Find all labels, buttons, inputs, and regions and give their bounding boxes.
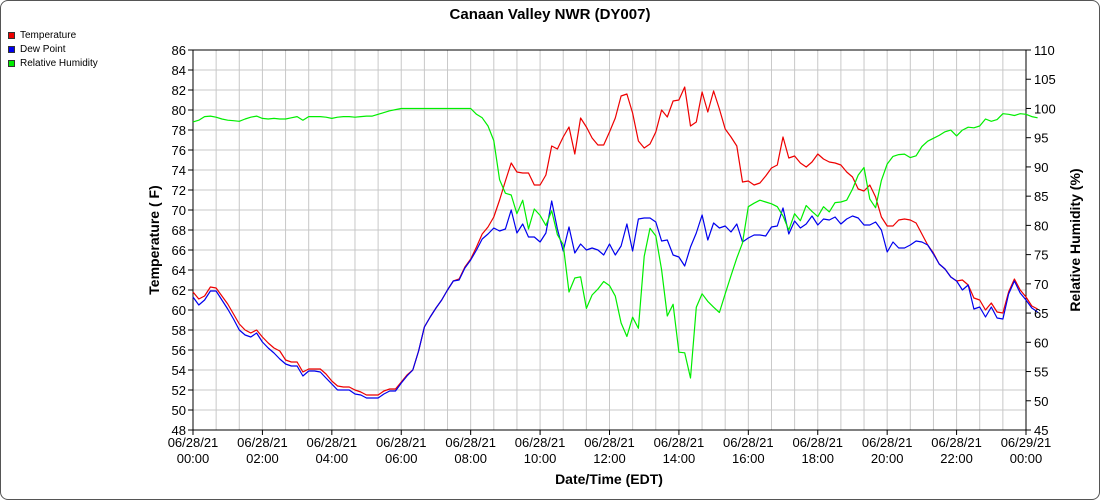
right-tick-label: 95 [1034, 131, 1048, 146]
x-tick-date: 06/29/21 [1001, 435, 1052, 450]
legend-swatch-dew-point [8, 45, 15, 53]
left-tick-label: 78 [172, 123, 186, 138]
x-tick-time: 00:00 [1010, 451, 1043, 466]
series-lines [192, 86, 1038, 399]
right-tick-label: 90 [1034, 160, 1048, 175]
legend-item-relative-humidity: Relative Humidity [8, 56, 98, 70]
x-tick-date: 06/28/21 [862, 435, 913, 450]
left-tick-label: 48 [172, 423, 186, 438]
x-tick-date: 06/28/21 [515, 435, 566, 450]
left-tick-label: 50 [172, 403, 186, 418]
x-tick-time: 12:00 [593, 451, 626, 466]
left-tick-label: 82 [172, 83, 186, 98]
legend-swatch-temperature [8, 31, 15, 39]
right-axis-ticks: 45 50 55 60 65 70 75 80 85 90 95 100 105 110 [1026, 43, 1056, 438]
left-tick-label: 68 [172, 223, 186, 238]
left-tick-label: 70 [172, 203, 186, 218]
x-tick-time: 04:00 [316, 451, 349, 466]
left-tick-label: 58 [172, 323, 186, 338]
left-tick-label: 66 [172, 243, 186, 258]
right-tick-label: 60 [1034, 335, 1048, 350]
left-axis-label: Temperature ( F) [146, 185, 162, 294]
legend-swatch-relative-humidity [8, 59, 15, 67]
dew-point-line [192, 200, 1038, 399]
left-tick-label: 84 [172, 63, 186, 78]
right-tick-label: 70 [1034, 277, 1048, 292]
right-tick-label: 55 [1034, 365, 1048, 380]
relative-humidity-line [192, 107, 1038, 379]
right-tick-label: 105 [1034, 72, 1056, 87]
x-tick-time: 00:00 [177, 451, 210, 466]
x-tick-date: 06/28/21 [584, 435, 635, 450]
left-tick-label: 52 [172, 383, 186, 398]
left-axis-ticks: 48 50 52 54 56 58 60 62 64 66 68 70 72 74 76 78 80 82 84 86 [172, 43, 193, 438]
left-tick-label: 64 [172, 263, 186, 278]
x-tick-time: 02:00 [246, 451, 279, 466]
x-tick-time: 20:00 [871, 451, 904, 466]
x-tick-date: 06/28/21 [792, 435, 843, 450]
right-tick-label: 75 [1034, 248, 1048, 263]
x-tick-date: 06/28/21 [654, 435, 705, 450]
right-tick-label: 80 [1034, 218, 1048, 233]
temperature-line [192, 86, 1038, 396]
x-tick-date: 06/28/21 [931, 435, 982, 450]
x-tick-date: 06/28/21 [723, 435, 774, 450]
x-axis-label: Date/Time (EDT) [555, 471, 663, 487]
right-tick-label: 50 [1034, 394, 1048, 409]
left-tick-label: 54 [172, 363, 186, 378]
right-tick-label: 100 [1034, 101, 1056, 116]
left-tick-label: 80 [172, 103, 186, 118]
left-tick-label: 56 [172, 343, 186, 358]
legend-item-dew-point: Dew Point [8, 42, 98, 56]
x-tick-time: 16:00 [732, 451, 765, 466]
x-tick-time: 08:00 [454, 451, 487, 466]
left-tick-label: 62 [172, 283, 186, 298]
left-tick-label: 72 [172, 183, 186, 198]
x-tick-time: 22:00 [940, 451, 973, 466]
x-tick-date: 06/28/21 [445, 435, 496, 450]
legend-label-dew-point: Dew Point [20, 43, 66, 55]
x-tick-date: 06/28/21 [307, 435, 358, 450]
x-tick-time: 06:00 [385, 451, 418, 466]
chart-title: Canaan Valley NWR (DY007) [450, 6, 651, 23]
left-tick-label: 74 [172, 163, 186, 178]
right-tick-label: 65 [1034, 306, 1048, 321]
right-axis-label: Relative Humidity (%) [1067, 168, 1083, 311]
x-tick-time: 10:00 [524, 451, 557, 466]
x-tick-date: 06/28/21 [237, 435, 288, 450]
left-tick-label: 60 [172, 303, 186, 318]
x-tick-date: 06/28/21 [376, 435, 427, 450]
right-tick-label: 85 [1034, 189, 1048, 204]
grid-lines [192, 49, 1027, 431]
x-tick-time: 18:00 [801, 451, 834, 466]
legend-label-relative-humidity: Relative Humidity [20, 57, 98, 69]
legend: Temperature Dew Point Relative Humidity [8, 28, 98, 70]
left-tick-label: 76 [172, 143, 186, 158]
legend-label-temperature: Temperature [20, 29, 77, 41]
x-tick-date: 06/28/21 [168, 435, 219, 450]
left-tick-label: 86 [172, 43, 186, 58]
x-tick-time: 14:00 [663, 451, 696, 466]
right-tick-label: 110 [1034, 43, 1055, 58]
legend-item-temperature: Temperature [8, 28, 98, 42]
right-tick-label: 45 [1034, 423, 1048, 438]
x-axis-ticks: 06/28/2100:0006/28/2102:0006/28/2104:000… [168, 430, 1052, 466]
